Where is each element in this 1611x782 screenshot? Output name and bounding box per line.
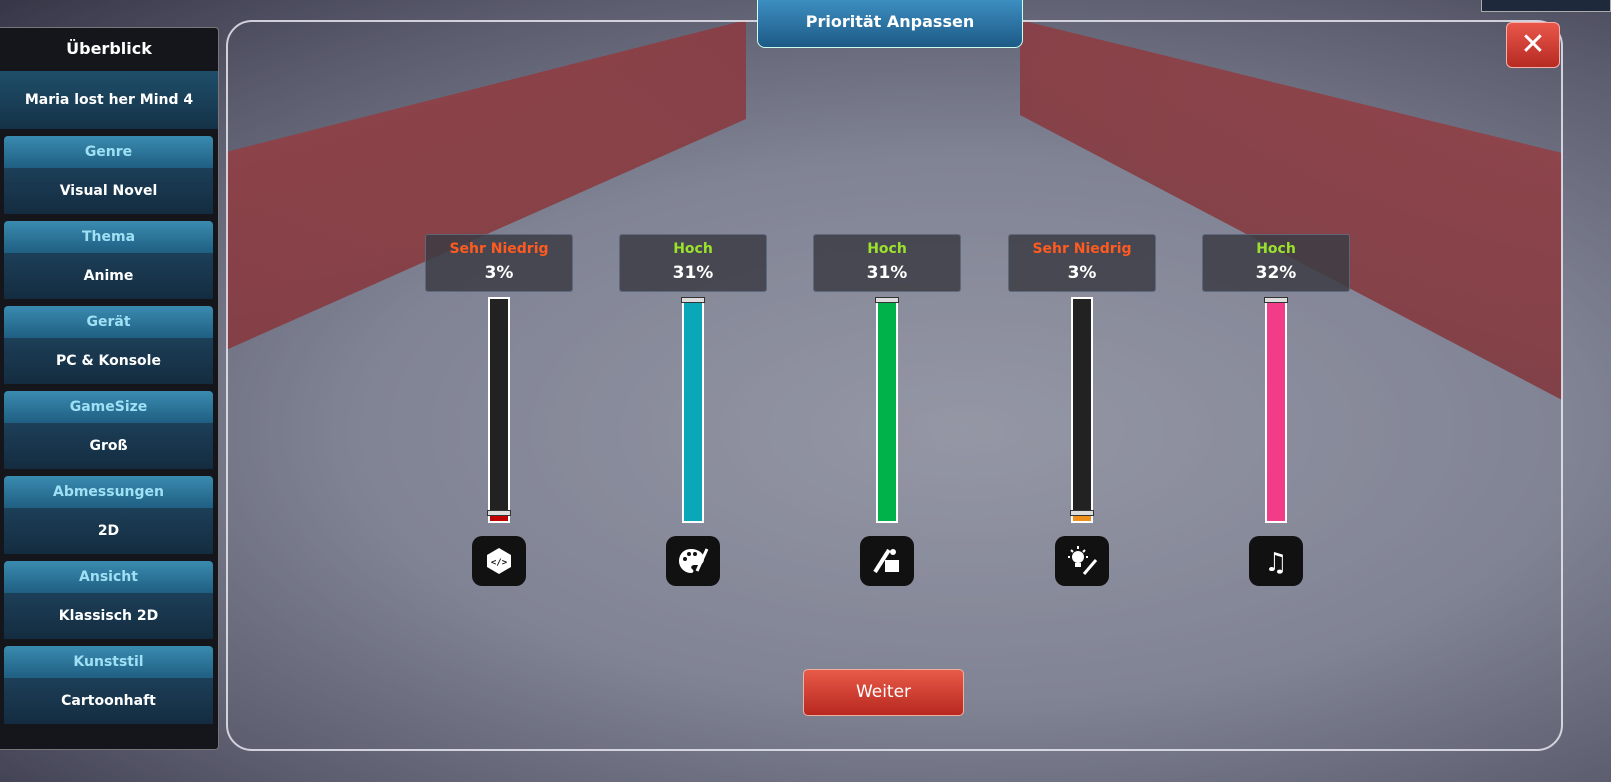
- overview-group: GameSize Groß: [4, 391, 213, 469]
- priority-slider: Hoch 31%: [813, 234, 961, 586]
- priority-bar[interactable]: [1070, 297, 1094, 523]
- group-label: Abmessungen: [4, 476, 213, 508]
- slider-handle[interactable]: [1070, 510, 1094, 516]
- group-value: Groß: [4, 423, 213, 469]
- slider-handle[interactable]: [875, 297, 899, 303]
- overview-group: Thema Anime: [4, 221, 213, 299]
- overview-group: Genre Visual Novel: [4, 136, 213, 214]
- priority-level: Hoch: [673, 241, 713, 257]
- priority-bar[interactable]: [681, 297, 705, 523]
- writing-icon: [860, 536, 914, 586]
- priority-fill: [490, 512, 508, 521]
- close-button[interactable]: ✕: [1506, 22, 1560, 68]
- slider-handle[interactable]: [681, 297, 705, 303]
- overview-sidebar: Überblick Maria lost her Mind 4 Genre Vi…: [0, 27, 219, 750]
- overview-group: Kunststil Cartoonhaft: [4, 646, 213, 724]
- priority-fill: [684, 299, 702, 521]
- priority-slider: Sehr Niedrig 3%: [1008, 234, 1156, 586]
- group-value: Cartoonhaft: [4, 678, 213, 724]
- priority-bar[interactable]: [1264, 297, 1288, 523]
- overview-group: Gerät PC & Konsole: [4, 306, 213, 384]
- group-label: Ansicht: [4, 561, 213, 593]
- group-value: Klassisch 2D: [4, 593, 213, 639]
- priority-percent: 3%: [1067, 263, 1097, 283]
- priority-level: Hoch: [1256, 241, 1296, 257]
- priority-level: Hoch: [867, 241, 907, 257]
- panel-title: Priorität Anpassen: [757, 0, 1023, 48]
- group-label: Kunststil: [4, 646, 213, 678]
- priority-percent: 32%: [1255, 263, 1297, 283]
- project-name: Maria lost her Mind 4: [0, 71, 218, 129]
- svg-text:♫: ♫: [1264, 548, 1287, 576]
- music-icon: ♫: [1249, 536, 1303, 586]
- continue-button[interactable]: Weiter: [803, 669, 964, 716]
- group-label: GameSize: [4, 391, 213, 423]
- code-icon: </>: [472, 536, 526, 586]
- priority-percent: 3%: [484, 263, 514, 283]
- priority-slider: Hoch 32% ♫: [1202, 234, 1350, 586]
- priority-bar[interactable]: [487, 297, 511, 523]
- group-label: Genre: [4, 136, 213, 168]
- group-value: PC & Konsole: [4, 338, 213, 384]
- priority-fill: [1073, 512, 1091, 521]
- priority-label: Sehr Niedrig 3%: [425, 234, 573, 292]
- group-value: Visual Novel: [4, 168, 213, 214]
- group-label: Gerät: [4, 306, 213, 338]
- priority-level: Sehr Niedrig: [1032, 241, 1132, 257]
- priority-label: Hoch 31%: [619, 234, 767, 292]
- overview-group: Ansicht Klassisch 2D: [4, 561, 213, 639]
- idea-brush-icon: [1055, 536, 1109, 586]
- priority-percent: 31%: [672, 263, 714, 283]
- priority-bar[interactable]: [875, 297, 899, 523]
- overview-group: Abmessungen 2D: [4, 476, 213, 554]
- priority-label: Hoch 32%: [1202, 234, 1350, 292]
- priority-slider: Sehr Niedrig 3% </>: [425, 234, 573, 586]
- priority-fill: [878, 299, 896, 521]
- priority-fill: [1267, 299, 1285, 521]
- group-label: Thema: [4, 221, 213, 253]
- group-value: 2D: [4, 508, 213, 554]
- palette-icon: [666, 536, 720, 586]
- priority-level: Sehr Niedrig: [449, 241, 549, 257]
- sidebar-title: Überblick: [66, 39, 152, 58]
- top-right-widget: [1481, 0, 1611, 12]
- group-value: Anime: [4, 253, 213, 299]
- svg-text:</>: </>: [491, 558, 508, 568]
- priority-label: Sehr Niedrig 3%: [1008, 234, 1156, 292]
- slider-handle[interactable]: [487, 510, 511, 516]
- slider-handle[interactable]: [1264, 297, 1288, 303]
- priority-slider: Hoch 31%: [619, 234, 767, 586]
- priority-percent: 31%: [866, 263, 908, 283]
- priority-label: Hoch 31%: [813, 234, 961, 292]
